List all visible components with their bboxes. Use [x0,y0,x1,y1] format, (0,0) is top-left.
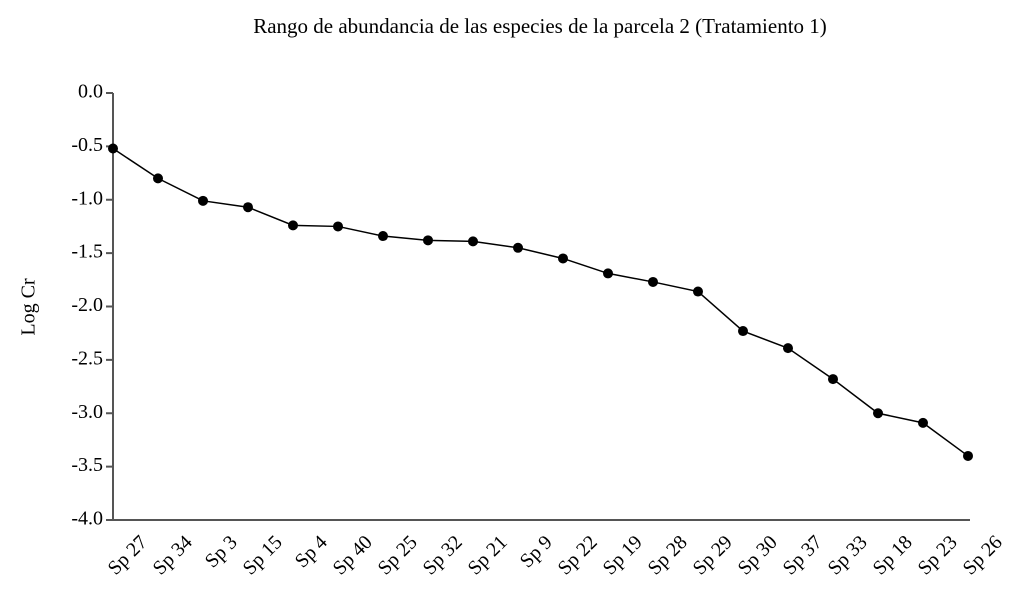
data-point [108,143,118,154]
x-tick-label: Sp 22 [554,531,602,579]
data-point [693,286,703,297]
data-point [243,202,253,213]
data-point [963,450,973,461]
data-point [873,408,883,419]
x-tick-label: Sp 23 [914,531,962,579]
y-tick-label: -1.5 [71,241,103,263]
data-point [333,221,343,232]
data-line [112,147,969,457]
x-tick-label: Sp 28 [644,531,692,579]
data-point [828,374,838,385]
x-tick-label: Sp 37 [779,531,827,579]
x-tick-label: Sp 19 [599,531,647,579]
data-point [918,417,928,428]
x-tick-label: Sp 26 [959,531,1007,579]
data-point [648,276,658,287]
x-tick-label: Sp 33 [824,531,872,579]
data-point [738,326,748,337]
x-tick-label: Sp 30 [734,531,782,579]
y-tick-label: -2.5 [71,347,103,369]
data-point [153,173,163,184]
x-tick-label: Sp 40 [329,531,377,579]
data-point [423,235,433,246]
chart-title: Rango de abundancia de las especies de l… [253,14,827,38]
data-point [603,268,613,279]
y-tick-label: -0.5 [71,134,103,156]
y-tick-label: -2.0 [71,294,103,316]
data-point [378,231,388,242]
x-tick-label: Sp 21 [464,531,512,579]
x-tick-label: Sp 3 [201,531,242,572]
y-tick-label: -1.0 [71,187,103,209]
y-axis-label: Log Cr [18,278,40,336]
x-tick-label: Sp 29 [689,531,737,579]
y-tick-label: -4.0 [71,508,103,530]
data-point [468,236,478,247]
x-tick-label: Sp 9 [516,531,557,572]
data-point [288,220,298,231]
x-tick-label: Sp 4 [291,531,332,572]
x-tick-label: Sp 27 [104,531,152,579]
y-tick-label: 0.0 [78,81,103,103]
x-tick-label: Sp 25 [374,531,422,579]
data-point [558,253,568,264]
data-point [783,343,793,354]
x-tick-label: Sp 18 [869,531,917,579]
x-tick-label: Sp 15 [239,531,287,579]
data-point [513,242,523,253]
x-tick-label: Sp 32 [419,531,467,579]
y-tick-label: -3.0 [71,401,103,423]
y-tick-label: -3.5 [71,454,103,476]
data-point [198,195,208,206]
x-tick-label: Sp 34 [149,531,197,579]
